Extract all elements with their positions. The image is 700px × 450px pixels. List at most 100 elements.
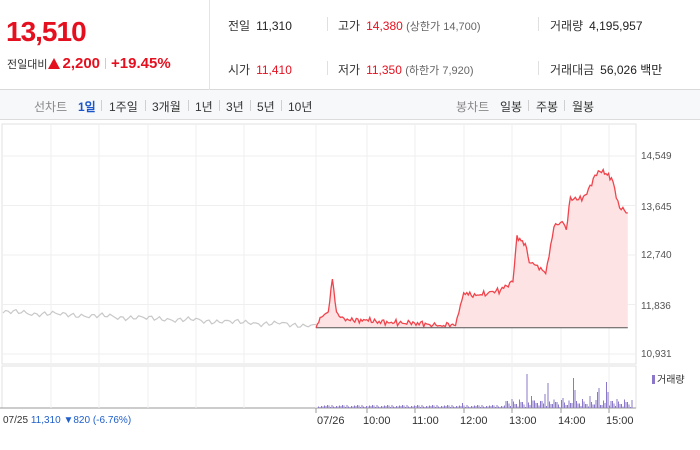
stat-value: 56,026	[600, 63, 637, 77]
volume-bar	[414, 405, 415, 408]
volume-bar	[399, 405, 400, 408]
volume-bar	[616, 399, 618, 408]
period-1d-tab[interactable]: 1일	[78, 100, 96, 114]
volume-bar	[438, 406, 439, 408]
volume-bar	[598, 388, 600, 408]
volume-bar	[369, 405, 370, 408]
volume-bar	[511, 399, 513, 408]
price-block: 13,510 전일대비 2,200 +19.45%	[0, 0, 210, 90]
stat-volume: 거래량 4,195,957	[550, 17, 643, 34]
volume-bar	[553, 399, 555, 408]
volume-bar	[372, 405, 373, 408]
period-1y-tab[interactable]: 1년	[195, 100, 213, 114]
volume-bar	[537, 403, 538, 408]
volume-bar	[462, 403, 463, 408]
volume-bar	[379, 407, 381, 408]
candle-monthly-tab[interactable]: 월봉	[572, 100, 595, 114]
stat-value: 11,410	[256, 63, 292, 77]
volume-bar	[594, 404, 595, 408]
volume-bar	[610, 401, 612, 408]
volume-bar	[472, 406, 474, 408]
stat-label: 시가	[228, 63, 251, 77]
volume-bar	[348, 406, 349, 408]
volume-bar	[573, 378, 574, 408]
period-3y-tab[interactable]: 3년	[226, 100, 244, 114]
x-tick-label: 10:00	[363, 415, 391, 427]
stat-turnover: 거래대금 56,026 백만	[550, 61, 662, 78]
period-1w-tab[interactable]: 1주일	[109, 100, 138, 114]
volume-bar	[576, 401, 577, 408]
volume-bar	[333, 406, 334, 408]
x-tick-label: 12:00	[460, 415, 488, 427]
price-chart[interactable]: 14,549 13,645 12,740 11,836 10,931 거래량 0…	[0, 120, 700, 450]
divider	[101, 100, 102, 111]
volume-bar	[328, 405, 330, 408]
volume-bar	[601, 405, 603, 408]
stat-low: 저가 11,350 (하한가 7,920)	[338, 61, 474, 78]
x-tick-label: 15:00	[606, 415, 634, 427]
volume-bar	[564, 402, 565, 408]
current-price: 13,510	[6, 16, 87, 47]
divider	[327, 17, 328, 31]
volume-bar	[391, 405, 393, 408]
volume-bar	[382, 406, 384, 408]
volume-bar	[393, 406, 394, 408]
volume-bar	[318, 406, 319, 408]
volume-bar	[538, 405, 540, 408]
stat-value: 4,195,957	[589, 19, 643, 33]
volume-bar	[483, 406, 484, 408]
volume-bar	[489, 405, 490, 408]
prev-day-price: 11,310	[30, 415, 61, 426]
volume-bar	[630, 407, 631, 408]
candle-daily-tab[interactable]: 일봉	[500, 100, 523, 114]
volume-bar	[589, 396, 591, 408]
volume-bar	[531, 396, 532, 408]
volume-bar	[597, 392, 598, 408]
divider	[538, 61, 539, 75]
volume-bar	[556, 402, 558, 408]
volume-bar	[331, 405, 333, 408]
volume-bar	[627, 402, 628, 408]
volume-bar	[543, 403, 544, 408]
volume-bar	[577, 403, 579, 408]
volume-bar	[423, 406, 424, 408]
volume-bar	[504, 405, 505, 408]
volume-bar	[561, 400, 562, 408]
volume-bar	[432, 405, 433, 408]
candle-weekly-tab[interactable]: 주봉	[536, 100, 559, 114]
volume-bar	[420, 407, 421, 408]
period-10y-tab[interactable]: 10년	[288, 100, 313, 114]
change-label: 전일대비	[7, 59, 48, 71]
volume-bar	[390, 407, 391, 408]
volume-bar	[487, 406, 489, 408]
volume-bar	[508, 403, 510, 408]
volume-bar	[442, 406, 444, 408]
period-5y-tab[interactable]: 5년	[257, 100, 275, 114]
volume-bar	[592, 404, 594, 408]
volume-bar	[499, 407, 501, 408]
volume-bar	[619, 404, 621, 408]
volume-bar	[517, 406, 519, 408]
volume-bar	[604, 403, 606, 408]
volume-bar	[460, 406, 462, 408]
volume-bar	[612, 401, 613, 408]
volume-bar	[321, 406, 322, 408]
volume-swatch	[652, 375, 655, 384]
volume-bar	[343, 405, 345, 408]
volume-bar	[631, 400, 633, 408]
volume-bar	[426, 406, 427, 408]
volume-bar	[327, 405, 328, 408]
volume-bar	[546, 406, 547, 408]
volume-bar	[387, 405, 388, 408]
stat-open: 시가 11,410	[228, 61, 292, 78]
period-3m-tab[interactable]: 3개월	[152, 100, 181, 114]
volume-bar	[478, 405, 480, 408]
volume-bar	[540, 401, 541, 408]
volume-bar	[405, 407, 406, 408]
volume-bar	[498, 406, 499, 408]
divider	[219, 100, 220, 111]
volume-bar	[579, 403, 580, 408]
volume-bar	[567, 405, 568, 408]
volume-bar	[580, 406, 582, 408]
x-tick-label: 11:00	[412, 415, 439, 427]
